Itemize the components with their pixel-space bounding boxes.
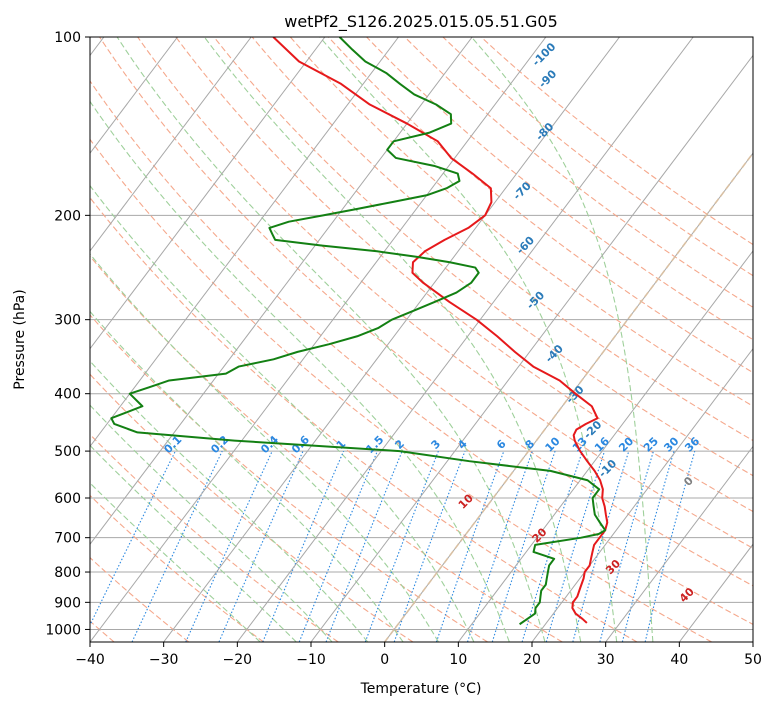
x-tick-label: −10 bbox=[296, 652, 326, 668]
x-tick-label: −40 bbox=[75, 652, 105, 668]
isotherm-line bbox=[163, 37, 620, 642]
mixing-ratio-line bbox=[435, 450, 505, 642]
x-tick-label: 50 bbox=[744, 652, 762, 668]
x-tick-label: 20 bbox=[523, 652, 541, 668]
isotherm-line bbox=[605, 445, 753, 642]
moist-adiabat-line bbox=[90, 404, 333, 642]
x-tick-label: 40 bbox=[670, 652, 688, 668]
dry-adiabat-line bbox=[90, 433, 339, 642]
moist-adiabat-line bbox=[116, 37, 546, 642]
isotherm-line bbox=[90, 37, 473, 546]
chart-title: wetPf2_S126.2025.015.05.51.G05 bbox=[284, 12, 558, 32]
moist-adiabat-line bbox=[90, 360, 369, 642]
dry-adiabat-line bbox=[404, 37, 753, 308]
mixing-ratio-line bbox=[131, 450, 223, 642]
mixing-ratio-line bbox=[218, 450, 304, 642]
moist-adiabat-line bbox=[90, 444, 297, 642]
mixing-ratio-line bbox=[599, 450, 655, 642]
dry-adiabat-line bbox=[90, 80, 753, 626]
plot-area: 0.1 0.2 0.4 0.6 1 1.5 2 3 4 6 8 10 13 16 20 25 30 36-100-… bbox=[90, 37, 753, 642]
y-tick-label: 600 bbox=[54, 491, 81, 507]
moist-adiabat-line bbox=[90, 310, 404, 642]
x-axis-label: Temperature (°C) bbox=[360, 681, 482, 697]
dry-adiabat-line bbox=[90, 138, 712, 642]
mixing-ratio-line bbox=[185, 450, 273, 642]
y-tick-label: 900 bbox=[54, 595, 81, 611]
isotherm-line bbox=[457, 250, 753, 642]
pressure-gridlines bbox=[90, 37, 753, 630]
isotherm-line bbox=[310, 54, 753, 642]
mixing-ratio-line bbox=[466, 450, 533, 642]
moist-adiabat-line bbox=[471, 37, 654, 642]
moist-adiabat-line bbox=[90, 482, 261, 642]
y-tick-label: 700 bbox=[54, 531, 81, 547]
dry-adiabat-line bbox=[175, 37, 753, 513]
dry-adiabat-line bbox=[90, 196, 638, 642]
temperature-profile-line bbox=[272, 37, 609, 624]
y-tick-label: 500 bbox=[54, 444, 81, 460]
dry-adiabat-line bbox=[251, 37, 753, 442]
mixing-ratio-line bbox=[364, 450, 439, 642]
dry-adiabat-line bbox=[137, 37, 753, 549]
y-tick-label: 800 bbox=[54, 565, 81, 581]
moist-adiabat-line bbox=[90, 100, 510, 642]
isotherm-line bbox=[90, 37, 547, 642]
y-axis-ticks: 100 200 300 400 500 600 700 800 900 1000 bbox=[45, 30, 90, 638]
dewpoint-profile-line bbox=[110, 37, 607, 626]
x-tick-label: −20 bbox=[223, 652, 253, 668]
mixing-ratio-line bbox=[621, 450, 675, 642]
isotherm-line bbox=[90, 37, 178, 155]
y-tick-label: 200 bbox=[54, 208, 81, 224]
freezing-isotherm bbox=[384, 151, 753, 642]
x-tick-label: 0 bbox=[380, 652, 389, 668]
y-axis-label: Pressure (hPa) bbox=[12, 289, 28, 389]
x-axis-ticks: −40 −30 −20 −10 0 10 20 30 40 50 bbox=[75, 642, 762, 668]
x-tick-label: 10 bbox=[449, 652, 467, 668]
y-tick-label: 400 bbox=[54, 387, 81, 403]
dry-adiabat-line bbox=[480, 37, 753, 246]
freezing-isotherm-line bbox=[384, 151, 753, 642]
isotherm-line bbox=[90, 37, 326, 350]
moist-adiabat-line bbox=[90, 184, 475, 642]
x-tick-label: 30 bbox=[597, 652, 615, 668]
x-tick-label: −30 bbox=[149, 652, 179, 668]
dry-adiabat-line bbox=[99, 37, 753, 587]
isotherm-line bbox=[90, 37, 399, 448]
y-tick-label: 300 bbox=[54, 313, 81, 329]
y-tick-label: 1000 bbox=[45, 622, 81, 638]
moist-adiabat-line bbox=[90, 253, 439, 642]
sounding-series bbox=[110, 37, 609, 626]
y-tick-label: 100 bbox=[54, 30, 81, 46]
mixing-ratio-line bbox=[298, 450, 378, 642]
isotherm-line bbox=[531, 347, 753, 642]
mixing-ratio-line bbox=[262, 450, 345, 642]
mixing-ratio-line bbox=[545, 450, 606, 642]
plot-frame bbox=[89, 36, 754, 643]
mixing-ratio-line bbox=[572, 450, 630, 642]
dry-adiabat-line bbox=[442, 37, 753, 277]
isotherm-line bbox=[236, 37, 694, 642]
dry-adiabat-line bbox=[366, 37, 753, 341]
isotherm-line bbox=[90, 37, 252, 252]
mixing-ratio-line bbox=[325, 450, 403, 642]
dry-adiabat-line bbox=[289, 37, 753, 407]
